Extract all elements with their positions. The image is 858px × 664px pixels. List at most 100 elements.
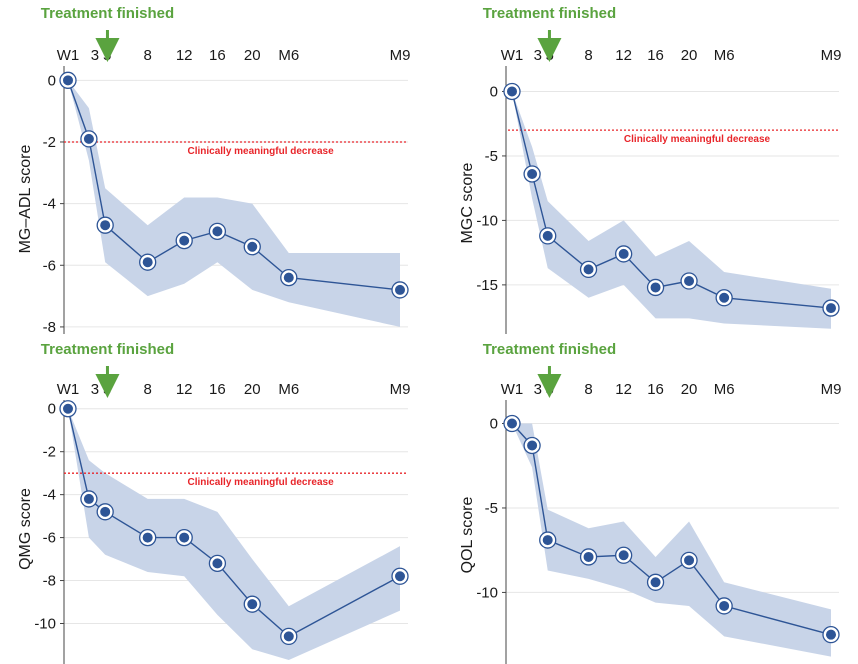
data-point <box>178 234 191 247</box>
x-tick-label: 16 <box>209 47 226 64</box>
data-point <box>282 630 295 643</box>
data-point <box>649 576 662 589</box>
data-point <box>99 505 112 518</box>
data-point <box>825 628 837 641</box>
y-tick-label: 0 <box>48 72 56 89</box>
data-point <box>541 534 554 547</box>
x-tick-label: 3 <box>534 381 542 398</box>
data-point <box>394 570 406 583</box>
data-point <box>99 219 112 232</box>
x-tick-label: 12 <box>176 381 193 398</box>
x-tick-label: W1 <box>501 47 524 64</box>
y-tick-label: -10 <box>34 615 56 632</box>
x-tick-label: 12 <box>615 47 632 64</box>
y-tick-label: -2 <box>43 134 56 151</box>
data-point <box>211 557 224 570</box>
x-tick-label: 20 <box>244 47 261 64</box>
confidence-band <box>512 423 831 657</box>
x-tick-label: 8 <box>144 47 152 64</box>
y-axis-label: QOL score <box>459 497 476 574</box>
data-point <box>246 240 259 253</box>
data-point <box>582 263 595 276</box>
y-tick-label: -15 <box>476 277 498 294</box>
x-tick-label: 12 <box>176 47 193 64</box>
data-point <box>62 74 74 87</box>
annotation-treatment-finished: Treatment finished <box>41 341 174 358</box>
threshold-label: Clinically meaningful decrease <box>187 146 334 157</box>
x-tick-label: 12 <box>615 381 632 398</box>
y-tick-label: 0 <box>490 416 498 433</box>
data-point <box>82 492 95 505</box>
data-point <box>526 167 539 180</box>
x-tick-label: 3 <box>534 47 542 64</box>
data-point <box>718 291 731 304</box>
data-point <box>617 549 630 562</box>
y-tick-label: 0 <box>490 83 498 100</box>
threshold-label: Clinically meaningful decrease <box>624 134 771 145</box>
confidence-band <box>68 408 400 660</box>
data-point <box>394 283 406 296</box>
y-tick-label: -10 <box>476 212 498 229</box>
y-tick-label: -10 <box>476 584 498 601</box>
data-point <box>211 225 224 238</box>
data-point <box>141 256 154 269</box>
x-tick-label: M9 <box>821 381 842 398</box>
x-tick-label: 8 <box>144 381 152 398</box>
data-point <box>617 247 630 260</box>
data-point <box>526 439 539 452</box>
x-tick-label: M9 <box>390 381 411 398</box>
data-point <box>62 402 74 415</box>
data-point <box>683 275 696 288</box>
data-point <box>541 229 554 242</box>
data-point <box>825 302 837 315</box>
x-tick-label: 16 <box>647 47 664 64</box>
x-tick-label: M6 <box>278 381 299 398</box>
y-axis-label: MG–ADL score <box>17 145 34 254</box>
y-tick-label: -8 <box>43 573 56 590</box>
data-point <box>246 598 259 611</box>
data-point <box>282 271 295 284</box>
y-tick-label: -8 <box>43 319 56 336</box>
x-tick-label: W1 <box>501 381 524 398</box>
data-point <box>506 417 518 430</box>
y-tick-label: -4 <box>43 487 56 504</box>
data-point <box>718 599 731 612</box>
y-tick-label: -5 <box>485 500 498 517</box>
data-point <box>649 281 662 294</box>
x-tick-label: M9 <box>821 47 842 64</box>
confidence-band <box>512 91 831 329</box>
data-point <box>506 85 518 98</box>
x-tick-label: 8 <box>584 47 592 64</box>
x-tick-label: 20 <box>681 47 698 64</box>
y-axis-label: QMG score <box>17 488 34 570</box>
x-tick-label: M6 <box>714 47 735 64</box>
x-tick-label: M9 <box>390 47 411 64</box>
annotation-treatment-finished: Treatment finished <box>41 5 174 22</box>
y-tick-label: -6 <box>43 530 56 547</box>
y-axis-label: MGC score <box>459 162 476 243</box>
x-tick-label: M6 <box>278 47 299 64</box>
data-point <box>178 531 191 544</box>
x-tick-label: W1 <box>57 381 80 398</box>
x-tick-label: 20 <box>681 381 698 398</box>
x-tick-label: M6 <box>714 381 735 398</box>
y-tick-label: -4 <box>43 196 56 213</box>
x-tick-label: 16 <box>647 381 664 398</box>
x-tick-label: 3 <box>91 47 99 64</box>
threshold-label: Clinically meaningful decrease <box>187 477 334 488</box>
y-tick-label: -2 <box>43 444 56 461</box>
data-point <box>582 550 595 563</box>
y-tick-label: -5 <box>485 148 498 165</box>
x-tick-label: 3 <box>91 381 99 398</box>
annotation-treatment-finished: Treatment finished <box>483 5 616 22</box>
data-point <box>141 531 154 544</box>
x-tick-label: 20 <box>244 381 261 398</box>
x-tick-label: 16 <box>209 381 226 398</box>
annotation-treatment-finished: Treatment finished <box>483 341 616 358</box>
x-tick-label: W1 <box>57 47 80 64</box>
x-tick-label: 8 <box>584 381 592 398</box>
data-point <box>82 132 95 145</box>
